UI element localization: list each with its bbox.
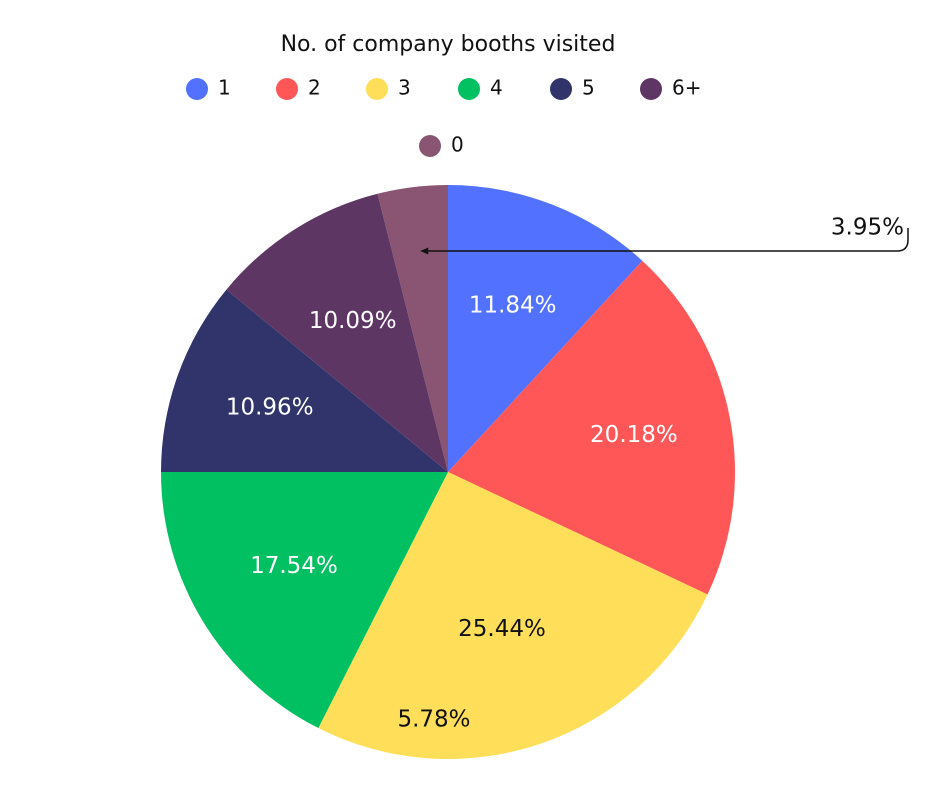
pie-slice-0 [377,185,448,472]
legend: 1 2 3 4 5 6+ 0 [186,76,701,157]
slice-label-4: 17.54% [250,553,338,579]
legend-swatch-4 [458,78,480,100]
legend-item-1: 1 [186,76,231,100]
legend-label-1: 1 [218,76,231,100]
pie-slice-6-plus [226,193,448,473]
legend-label-5: 5 [582,76,595,100]
callout-line [428,228,909,252]
pie-slice-4 [160,472,448,729]
legend-item-0: 0 [419,133,464,157]
legend-label-6-plus: 6+ [672,76,701,100]
legend-item-3: 3 [366,76,411,100]
stray-percent-label: 5.78% [397,707,470,733]
legend-item-4: 4 [458,76,503,100]
legend-item-6-plus: 6+ [640,76,701,100]
legend-swatch-3 [366,78,388,100]
pie-slices [160,185,736,759]
callout: 3.95% [420,215,909,255]
pie-slice-1 [448,185,643,472]
pie-slice-2 [448,260,736,595]
legend-swatch-6-plus [640,78,662,100]
slice-label-5: 10.96% [226,395,314,421]
legend-label-2: 2 [308,76,321,100]
slice-label-2: 20.18% [590,422,678,448]
legend-label-3: 3 [398,76,411,100]
legend-label-4: 4 [490,76,503,100]
slice-label-6-plus: 10.09% [309,308,397,334]
pie-slice-3 [318,472,708,759]
slice-label-3: 25.44% [458,616,546,642]
callout-arrowhead [420,247,429,255]
callout-label-0: 3.95% [831,215,904,241]
slice-label-1: 11.84% [469,293,557,319]
legend-title: No. of company booths visited [281,32,616,57]
pie-slice-5 [161,289,448,472]
legend-item-5: 5 [550,76,595,100]
legend-swatch-1 [186,78,208,100]
legend-item-2: 2 [276,76,321,100]
legend-label-0: 0 [451,133,464,157]
legend-swatch-2 [276,78,298,100]
legend-swatch-0 [419,135,441,157]
legend-swatch-5 [550,78,572,100]
slice-labels: 11.84% 20.18% 25.44% 17.54% 10.96% 10.09% 5.78… [226,293,678,733]
